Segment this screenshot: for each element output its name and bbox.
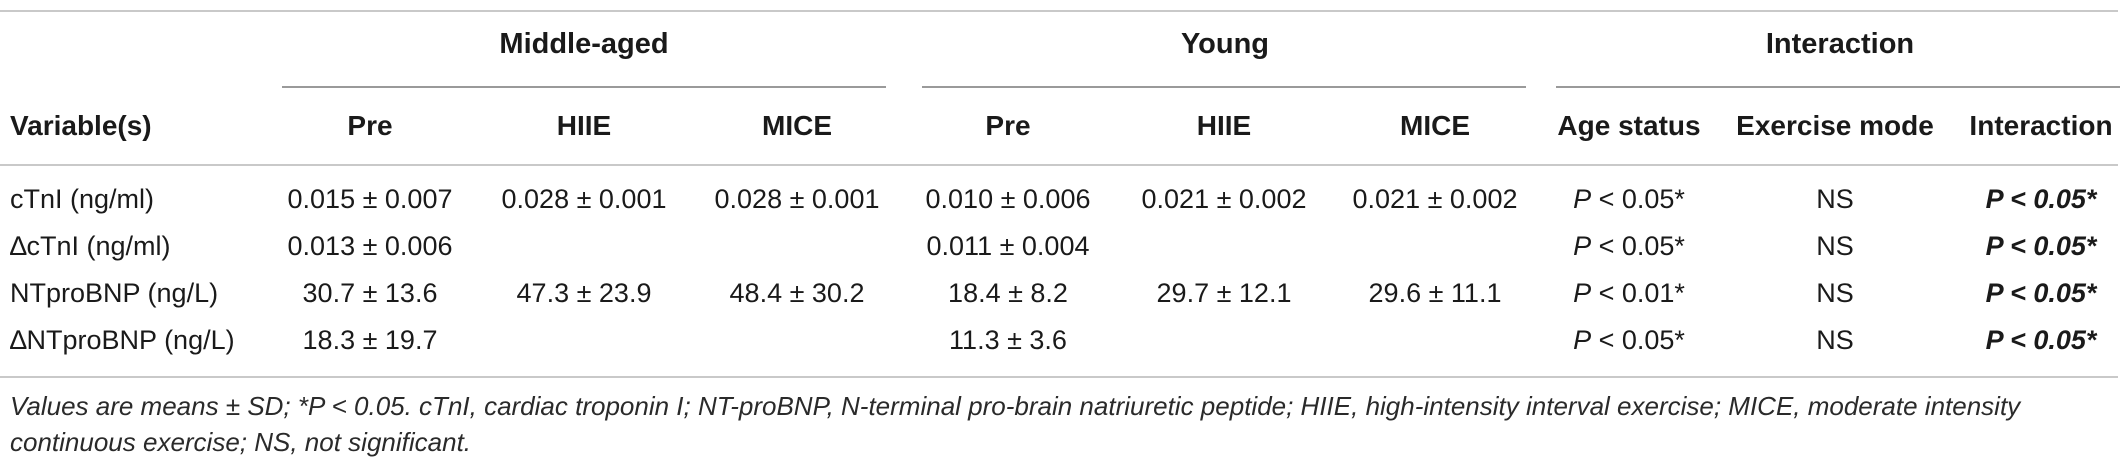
cell-ma-pre: 0.015 ± 0.007 (287, 184, 453, 214)
group-header-interaction: Interaction (1765, 28, 1915, 60)
cell-interaction: P < 0.05* (1985, 325, 2097, 355)
col-header-exercise-mode: Exercise mode (1736, 110, 1934, 141)
p-symbol: P (1573, 278, 1592, 308)
table-footnote: Values are means ± SD; *P < 0.05. cTnI, … (10, 391, 2021, 457)
cell-interaction: P < 0.05* (1985, 231, 2097, 261)
cell-age-status: P < 0.05* (1573, 229, 1685, 263)
p-value: < 0.05* (1591, 231, 1685, 261)
p-symbol: P (1573, 184, 1592, 214)
cell-ma-pre: 30.7 ± 13.6 (302, 278, 438, 308)
cell-y-mice: 0.021 ± 0.002 (1352, 184, 1518, 214)
col-header-ma-pre: Pre (347, 110, 393, 141)
cell-ma-mice: 0.028 ± 0.001 (714, 184, 880, 214)
cell-ma-hiie: 47.3 ± 23.9 (516, 278, 652, 308)
cell-ma-hiie: 0.028 ± 0.001 (501, 184, 667, 214)
cell-y-hiie: 29.7 ± 12.1 (1156, 278, 1292, 308)
cell-exercise-mode: NS (1816, 231, 1854, 261)
cell-ma-pre: 18.3 ± 19.7 (302, 325, 438, 355)
p-value: < 0.05* (1591, 184, 1685, 214)
cell-y-pre: 0.010 ± 0.006 (925, 184, 1091, 214)
table-bottom-rule (0, 376, 2118, 378)
group-underline-young (922, 86, 1526, 88)
cell-age-status: P < 0.01* (1573, 276, 1685, 310)
group-underline-middle-aged (282, 86, 886, 88)
group-underline-interaction (1556, 86, 2120, 88)
p-symbol: P (1573, 231, 1592, 261)
cell-y-mice: 29.6 ± 11.1 (1368, 278, 1502, 308)
col-header-interaction: Interaction (1969, 110, 2113, 141)
row-variable: NTproBNP (ng/L) (10, 278, 219, 308)
col-header-ma-hiie: HIIE (556, 110, 612, 141)
cell-y-hiie: 0.021 ± 0.002 (1141, 184, 1307, 214)
table-header-rule (0, 164, 2118, 166)
row-variable: ∆cTnI (ng/ml) (10, 231, 171, 261)
cell-interaction: P < 0.05* (1985, 278, 2097, 308)
col-header-variables: Variable(s) (10, 110, 152, 141)
cell-ma-mice: 48.4 ± 30.2 (729, 278, 865, 308)
group-header-young: Young (1180, 28, 1270, 60)
table-top-rule (0, 10, 2118, 12)
col-header-y-hiie: HIIE (1196, 110, 1252, 141)
p-value: < 0.01* (1591, 278, 1685, 308)
col-header-ma-mice: MICE (762, 110, 832, 141)
row-variable: ∆NTproBNP (ng/L) (10, 325, 235, 355)
col-header-y-mice: MICE (1400, 110, 1470, 141)
cell-age-status: P < 0.05* (1573, 182, 1685, 216)
group-header-middle-aged: Middle-aged (499, 28, 669, 60)
col-header-y-pre: Pre (985, 110, 1031, 141)
cell-interaction: P < 0.05* (1985, 184, 2097, 214)
p-symbol: P (1573, 325, 1592, 355)
p-value: < 0.05* (1591, 325, 1685, 355)
cell-exercise-mode: NS (1816, 325, 1854, 355)
cell-y-pre: 11.3 ± 3.6 (949, 325, 1067, 355)
cell-age-status: P < 0.05* (1573, 323, 1685, 357)
cell-ma-pre: 0.013 ± 0.006 (287, 231, 453, 261)
col-header-age-status: Age status (1557, 110, 1701, 141)
cell-exercise-mode: NS (1816, 184, 1854, 214)
cell-exercise-mode: NS (1816, 278, 1854, 308)
cell-y-pre: 0.011 ± 0.004 (926, 231, 1090, 261)
cell-y-pre: 18.4 ± 8.2 (948, 278, 1068, 308)
row-variable: cTnI (ng/ml) (10, 184, 155, 214)
